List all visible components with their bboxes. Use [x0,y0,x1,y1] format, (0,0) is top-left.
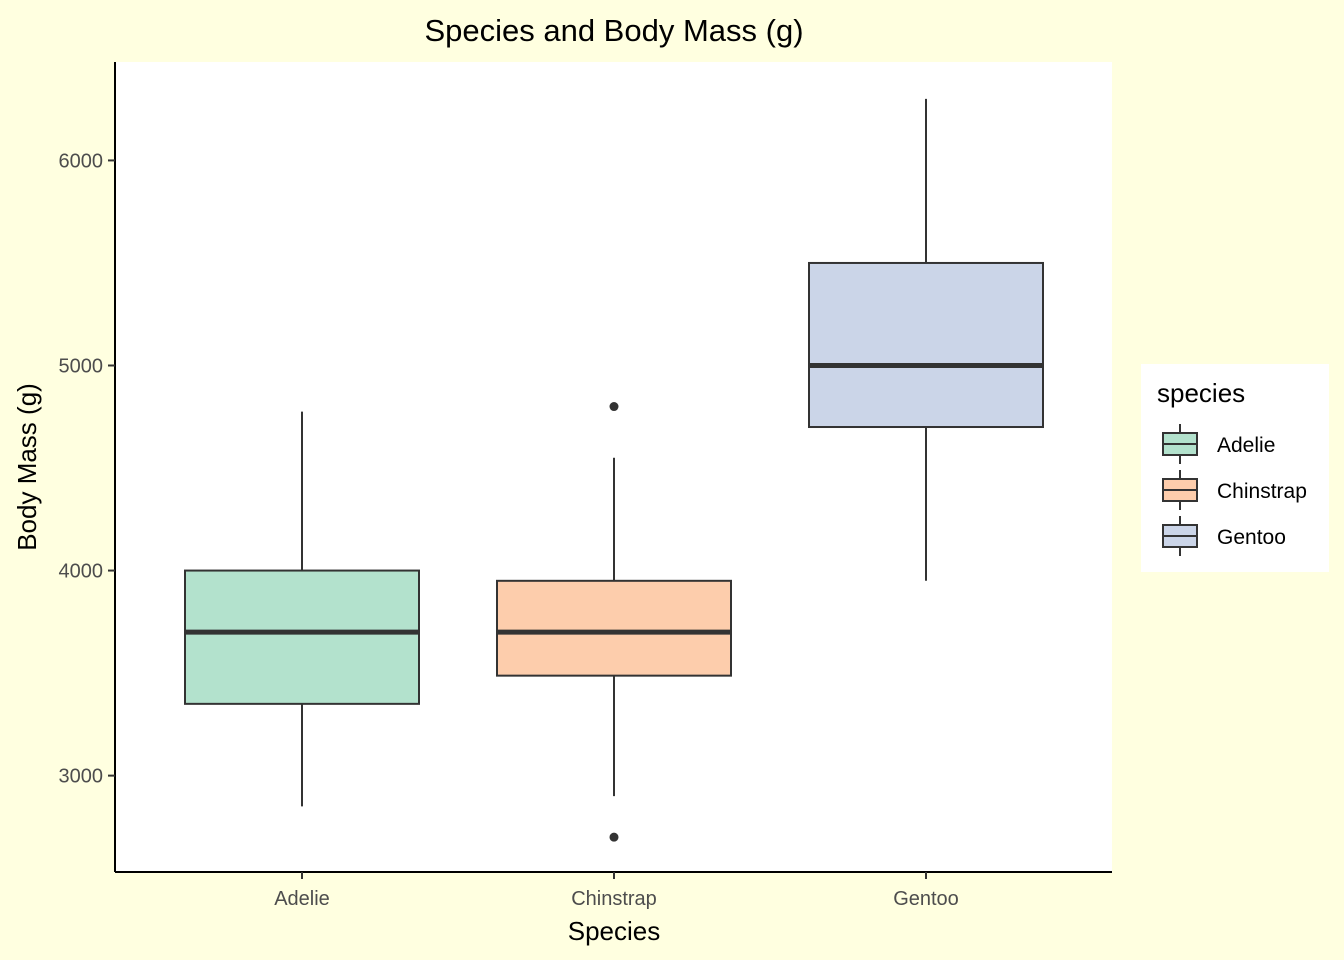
box-body [184,569,420,705]
legend-items: Adelie Chinstrap Gentoo [1162,424,1307,556]
box-body [496,579,732,677]
box-chinstrap [496,402,732,842]
legend-item-chinstrap: Chinstrap [1162,470,1307,510]
chart-title: Species and Body Mass (g) [424,13,803,48]
x-tick-label: Adelie [274,888,330,910]
legend: species Adelie Chinstrap Gentoo [1141,364,1329,572]
y-axis: 3000 4000 5000 6000 [59,150,115,788]
y-axis-title: Body Mass (g) [12,383,42,551]
x-tick-label: Chinstrap [571,888,657,910]
y-tick-label: 6000 [59,150,104,172]
y-tick-label: 4000 [59,561,104,583]
legend-label: Chinstrap [1217,480,1307,503]
legend-item-adelie: Adelie [1162,424,1275,464]
y-tick-label: 3000 [59,766,104,788]
legend-title: species [1157,378,1245,408]
outlier-point [609,832,619,842]
boxes-layer [184,98,1044,842]
box-adelie [184,411,420,807]
x-axis-title: Species [568,916,661,946]
x-axis: Adelie Chinstrap Gentoo [274,872,959,910]
box-gentoo [808,98,1044,581]
box-body [808,261,1044,429]
outlier-point [609,402,619,412]
x-tick-label: Gentoo [893,888,959,910]
legend-label: Gentoo [1217,526,1286,549]
y-tick-label: 5000 [59,355,104,377]
legend-item-gentoo: Gentoo [1162,516,1286,556]
legend-label: Adelie [1217,434,1275,457]
